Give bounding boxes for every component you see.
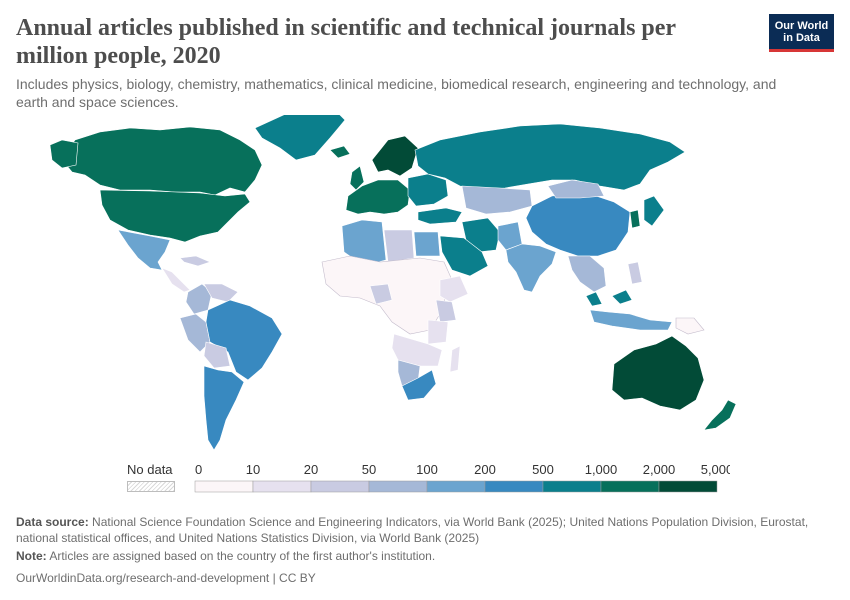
region-india[interactable] bbox=[505, 243, 557, 293]
region-malaysia[interactable] bbox=[585, 289, 633, 307]
chart-title: Annual articles published in scientific … bbox=[16, 15, 676, 69]
footer-source: Data source: National Science Foundation… bbox=[16, 514, 836, 546]
region-libya[interactable] bbox=[383, 229, 415, 263]
region-turkey[interactable] bbox=[417, 207, 463, 225]
footer-url[interactable]: OurWorldinData.org/research-and-developm… bbox=[16, 571, 316, 585]
legend-bin-8[interactable] bbox=[658, 480, 718, 493]
region-nigeria[interactable] bbox=[369, 283, 393, 305]
legend-bin-6[interactable] bbox=[542, 480, 602, 493]
region-venezuela[interactable] bbox=[203, 283, 239, 303]
region-southern-africa[interactable] bbox=[391, 333, 443, 367]
region-united-kingdom[interactable] bbox=[349, 165, 365, 191]
region-canada[interactable] bbox=[61, 126, 263, 196]
legend-tick-label: 2,000 bbox=[643, 462, 676, 477]
legend-tick-label: 10 bbox=[246, 462, 260, 477]
region-greenland[interactable] bbox=[254, 115, 346, 161]
region-south-korea[interactable] bbox=[629, 209, 641, 229]
legend-tick-label: 1,000 bbox=[585, 462, 618, 477]
legend-bin-7[interactable] bbox=[600, 480, 660, 493]
region-japan[interactable] bbox=[643, 195, 665, 227]
legend-tick-label: 200 bbox=[474, 462, 496, 477]
region-southeast-asia[interactable] bbox=[567, 255, 607, 293]
footer-note-label: Note: bbox=[16, 549, 47, 563]
logo-line-1: Our World bbox=[774, 20, 829, 32]
legend-tick-label: 100 bbox=[416, 462, 438, 477]
region-bolivia[interactable] bbox=[203, 341, 231, 369]
world-map bbox=[49, 115, 737, 451]
legend-bin-1[interactable] bbox=[252, 480, 312, 493]
region-saudi-arabia[interactable] bbox=[439, 235, 489, 277]
legend-bin-0[interactable] bbox=[194, 480, 254, 493]
legend-bin-2[interactable] bbox=[310, 480, 370, 493]
legend-color-scale: 0 10 20 50 100 200 500 1,000 2,000 5,000 bbox=[194, 462, 730, 493]
legend-bin-4[interactable] bbox=[426, 480, 486, 493]
region-central-america[interactable] bbox=[161, 267, 191, 293]
region-eastern-europe[interactable] bbox=[407, 173, 449, 207]
region-new-zealand[interactable] bbox=[703, 399, 737, 431]
region-kazakhstan[interactable] bbox=[461, 185, 533, 215]
legend-tick-label: 20 bbox=[304, 462, 318, 477]
region-kenya[interactable] bbox=[435, 299, 457, 323]
region-western-europe[interactable] bbox=[345, 179, 411, 215]
region-mongolia[interactable] bbox=[547, 179, 605, 199]
legend-tick-label: 500 bbox=[532, 462, 554, 477]
legend-bin-5[interactable] bbox=[484, 480, 544, 493]
region-madagascar[interactable] bbox=[449, 345, 461, 373]
region-australia[interactable] bbox=[611, 335, 705, 411]
legend-no-data-label: No data bbox=[127, 462, 173, 477]
logo-line-2: in Data bbox=[783, 32, 820, 44]
legend-no-data-swatch[interactable] bbox=[127, 481, 175, 492]
legend-bin-3[interactable] bbox=[368, 480, 428, 493]
region-papua-new-guinea[interactable] bbox=[675, 317, 705, 335]
region-caribbean[interactable] bbox=[179, 255, 211, 267]
owid-logo[interactable]: Our World in Data bbox=[769, 14, 834, 52]
chart-subtitle: Includes physics, biology, chemistry, ma… bbox=[16, 76, 777, 110]
footer-note-text: Articles are assigned based on the count… bbox=[49, 549, 436, 563]
region-egypt[interactable] bbox=[413, 231, 441, 257]
region-mexico[interactable] bbox=[117, 229, 171, 271]
region-brazil[interactable] bbox=[205, 299, 283, 381]
region-usa[interactable] bbox=[99, 189, 251, 243]
region-indonesia[interactable] bbox=[589, 309, 673, 331]
footer-note: Note: Articles are assigned based on the… bbox=[16, 548, 836, 564]
legend-tick-label: 50 bbox=[362, 462, 376, 477]
legend-tick-label: 0 bbox=[195, 462, 202, 477]
region-philippines[interactable] bbox=[627, 261, 643, 285]
footer-source-text: National Science Foundation Science and … bbox=[16, 515, 809, 545]
region-nordics[interactable] bbox=[371, 135, 419, 177]
region-russia[interactable] bbox=[414, 123, 686, 191]
footer-source-label: Data source: bbox=[16, 515, 89, 529]
region-ethiopia[interactable] bbox=[439, 275, 469, 303]
region-algeria[interactable] bbox=[341, 219, 387, 267]
region-south-africa[interactable] bbox=[401, 369, 437, 401]
legend-tick-label: 5,000 bbox=[701, 462, 730, 477]
region-tanzania[interactable] bbox=[427, 319, 449, 345]
region-alaska[interactable] bbox=[49, 139, 79, 169]
region-argentina-chile[interactable] bbox=[203, 365, 245, 451]
region-iceland[interactable] bbox=[329, 145, 351, 159]
